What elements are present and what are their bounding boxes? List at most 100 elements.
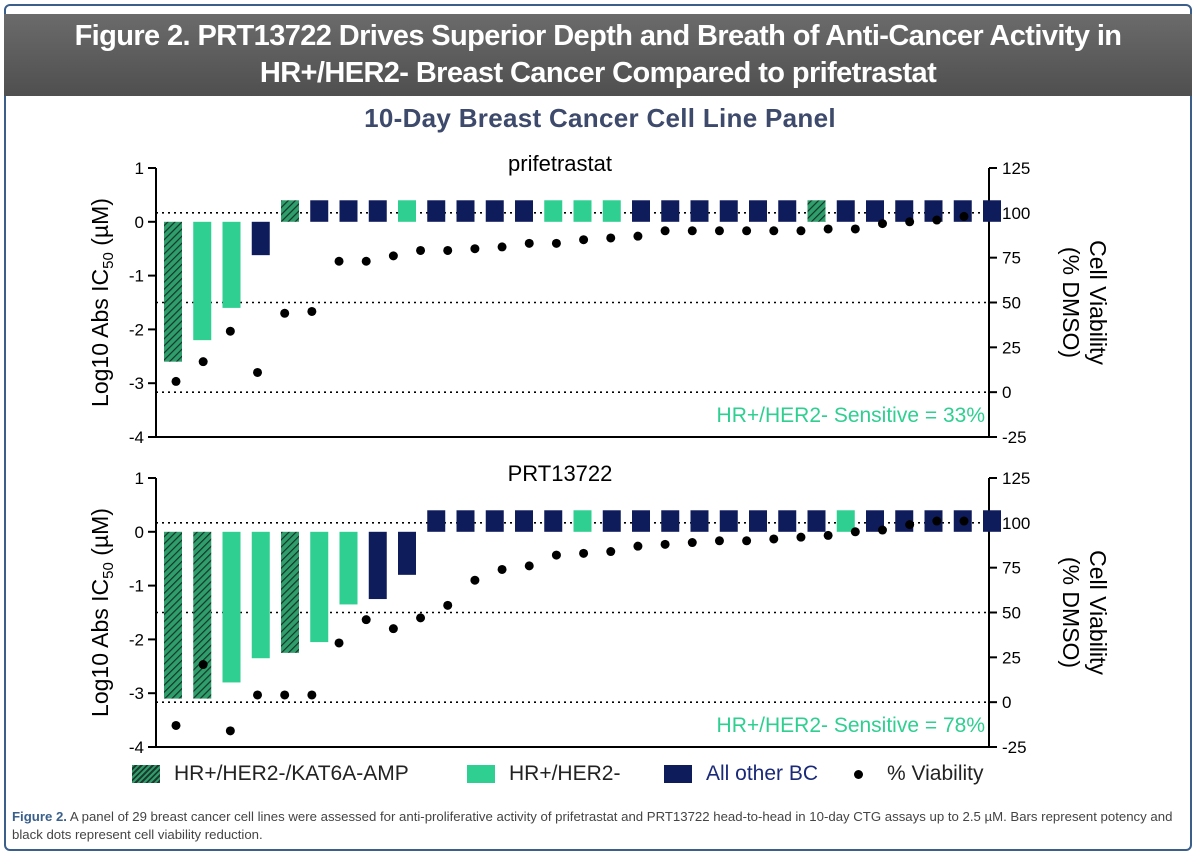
chart2-right-tick-label: 125 — [1002, 469, 1030, 488]
chart2-viability-dot — [198, 660, 208, 670]
chart1-bar — [836, 200, 855, 222]
chart1-viability-dot — [579, 235, 589, 245]
chart2-bar — [368, 531, 387, 600]
chart1-viability-dot — [334, 256, 344, 266]
chart1-right-tick-label: 75 — [1002, 249, 1021, 268]
chart1-bar — [164, 221, 182, 362]
chart1-y-axis-label-subscript: 50 — [100, 252, 117, 269]
chart2-viability-dot — [470, 575, 480, 585]
chart1-viability-dot — [606, 233, 616, 243]
chart1-left-tick-label: 0 — [135, 213, 144, 232]
chart1-viability-dot — [905, 217, 915, 227]
chart1-bar — [807, 200, 826, 222]
chart2-viability-dot — [579, 548, 589, 558]
chart1-bar — [193, 221, 212, 341]
chart1-viability-dot — [633, 231, 643, 241]
chart2-bar — [778, 510, 797, 532]
chart2-bar — [573, 510, 592, 532]
chart1-viability-dot — [714, 226, 724, 236]
chart1-viability-dot — [742, 226, 752, 236]
chart2-left-tick-label: -2 — [129, 630, 144, 649]
chart2-viability-dot — [361, 615, 371, 625]
chart2-viability-dot — [687, 538, 697, 548]
chart2-bar — [749, 510, 767, 532]
chart2-viability-dot — [714, 536, 724, 546]
legend-label-hr-her2: HR+/HER2- — [509, 762, 621, 785]
chart2-viability-dot — [443, 600, 453, 610]
chart2-viability-dot — [823, 530, 833, 540]
chart1-viability-dot — [823, 224, 833, 234]
chart2-right-tick-label: 0 — [1002, 693, 1011, 712]
chart1-bar — [895, 200, 914, 222]
chart2-right-tick-label: 100 — [1002, 514, 1030, 533]
chart1-viability-dot — [253, 367, 263, 377]
chart2-left-tick-label: 0 — [135, 523, 144, 542]
legend-item-viability: % Viability — [846, 762, 984, 786]
chart2-bar — [485, 510, 504, 532]
chart2-bar — [544, 510, 563, 532]
chart1-viability-dot — [497, 242, 507, 252]
chart1-y2-axis-label-line2: (% DMSO) — [1058, 247, 1084, 358]
chart2-viability-dot — [171, 720, 181, 730]
chart1-bar — [398, 200, 416, 222]
chart1-viability-dot — [416, 245, 426, 255]
chart1-right-tick-label: 25 — [1002, 338, 1021, 357]
chart1-y-axis-label-main: Log10 Abs IC — [87, 269, 113, 407]
caption-label: Figure 2. — [12, 809, 67, 824]
chart2-viability-dot — [850, 527, 860, 537]
chart2-viability-dot — [334, 638, 344, 648]
chart1-bar — [515, 200, 533, 222]
chart1-bar — [866, 200, 884, 222]
figure-caption: Figure 2. A panel of 29 breast cancer ce… — [12, 808, 1190, 844]
chart2-y-axis-label-unit: (µM) — [87, 508, 113, 562]
chart2-y-axis-label-main: Log10 Abs IC — [87, 579, 113, 717]
legend-item-kat6a: HR+/HER2-/KAT6A-AMP — [132, 762, 409, 786]
chart2-viability-dot — [388, 624, 398, 634]
chart2-bar — [866, 510, 884, 532]
chart1-bar — [427, 200, 446, 222]
chart1-left-tick-label: -3 — [129, 374, 144, 393]
chart2-bar — [456, 510, 475, 532]
chart1-viability-dot — [796, 226, 806, 236]
chart1-bar — [632, 200, 650, 222]
chart2-bar — [427, 510, 446, 532]
chart2-y2-axis-label-line1: Cell Viability — [1085, 550, 1111, 675]
chart2-viability-dot — [905, 520, 915, 530]
chart2-bar — [193, 531, 212, 699]
figure-title-line2: HR+/HER2- Breast Cancer Compared to prif… — [259, 57, 937, 89]
chart1-bar — [251, 221, 270, 256]
chart2-annotation: HR+/HER2- Sensitive = 78% — [717, 714, 985, 737]
legend-item-hr-her2: HR+/HER2- — [467, 762, 620, 786]
chart1-bar — [368, 200, 387, 222]
chart2-viability-dot — [524, 561, 534, 571]
chart1-bar — [222, 221, 241, 308]
chart2-viability-dot — [633, 541, 643, 551]
panel-title: 10-Day Breast Cancer Cell Line Panel — [364, 103, 836, 133]
legend-label-other: All other BC — [706, 762, 819, 785]
legend-label-kat6a: HR+/HER2-/KAT6A-AMP — [174, 762, 409, 785]
chart2-right-tick-label: -25 — [1002, 738, 1027, 757]
chart1-bar — [544, 200, 563, 222]
chart2-viability-dot — [497, 564, 507, 574]
chart1-viability-dot — [660, 226, 670, 236]
chart1-viability-dot — [769, 226, 779, 236]
chart1-viability-dot — [551, 238, 561, 248]
chart1-bar — [661, 200, 680, 222]
chart2-viability-dot — [307, 690, 317, 700]
chart1-bar — [749, 200, 767, 222]
chart1-bar — [690, 200, 709, 222]
chart2-title: PRT13722 — [508, 461, 613, 486]
chart2-bar — [281, 531, 299, 653]
chart1-bar — [456, 200, 475, 222]
chart1-right-tick-label: 125 — [1002, 159, 1030, 178]
legend-swatch-other — [664, 765, 692, 783]
chart2-bar — [164, 531, 182, 699]
chart1-left-tick-label: -2 — [129, 320, 144, 339]
chart1-left-tick-label: -4 — [129, 428, 144, 447]
chart1-viability-dot — [959, 211, 969, 221]
chart2-left-tick-label: -1 — [129, 577, 144, 596]
chart2-bar — [661, 510, 680, 532]
chart1-bar — [485, 200, 504, 222]
chart2-bar — [398, 531, 416, 575]
chart2-viability-dot — [660, 539, 670, 549]
